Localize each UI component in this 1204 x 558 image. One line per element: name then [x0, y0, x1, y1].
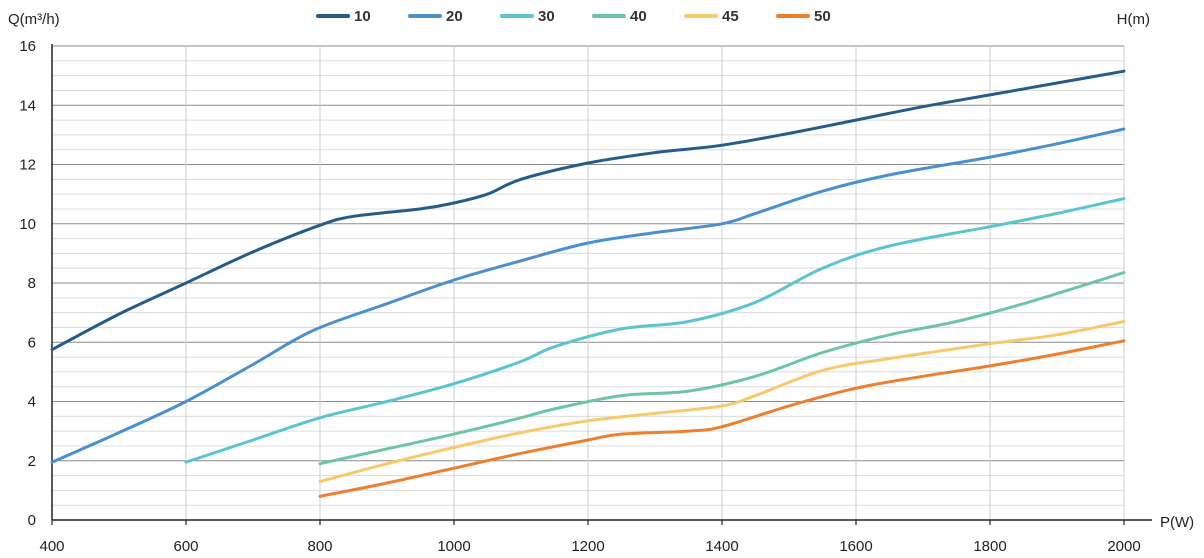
y-tick-label: 10 — [19, 216, 36, 233]
legend-title: H(m) — [1117, 11, 1150, 28]
y-tick-label: 4 — [28, 394, 36, 411]
series-line-45 — [318, 320, 1126, 483]
x-tick-label: 1600 — [839, 538, 872, 555]
x-tick-label: 1800 — [973, 538, 1006, 555]
x-tick-label: 400 — [39, 538, 64, 555]
x-tick-label: 1000 — [437, 538, 470, 555]
series-line-40 — [318, 271, 1126, 466]
y-tick-label: 14 — [19, 97, 36, 114]
legend: 10 20 30 40 45 50 — [316, 8, 831, 25]
grid-lines — [52, 45, 1125, 520]
legend-label-10: 10 — [354, 8, 371, 25]
axes — [51, 44, 1152, 525]
y-tick-label: 16 — [19, 38, 36, 55]
series-line-10 — [50, 69, 1126, 352]
series-line-30 — [184, 197, 1126, 464]
legend-label-40: 40 — [630, 8, 647, 25]
legend-label-50: 50 — [814, 8, 831, 25]
y-tick-label: 12 — [19, 157, 36, 174]
series-line-50 — [318, 339, 1126, 498]
y-tick-label: 2 — [28, 453, 36, 470]
series-lines — [50, 69, 1126, 498]
x-tick-label: 800 — [307, 538, 332, 555]
x-tick-label: 1200 — [571, 538, 604, 555]
y-axis-title: Q(m³/h) — [8, 11, 60, 28]
y-tick-label: 0 — [28, 512, 36, 529]
y-tick-label: 6 — [28, 334, 36, 351]
y-tick-label: 8 — [28, 275, 36, 292]
legend-label-45: 45 — [722, 8, 739, 25]
x-tick-label: 600 — [173, 538, 198, 555]
x-tick-label: 2000 — [1107, 538, 1140, 555]
tick-labels: 0 2 4 6 8 10 12 14 16 400 600 800 1000 1200 1400 1600 18… — [19, 38, 1140, 555]
legend-label-30: 30 — [538, 8, 555, 25]
series-line-20 — [50, 127, 1126, 464]
legend-label-20: 20 — [446, 8, 463, 25]
x-tick-label: 1400 — [705, 538, 738, 555]
x-axis-title: P(W) — [1160, 514, 1194, 531]
